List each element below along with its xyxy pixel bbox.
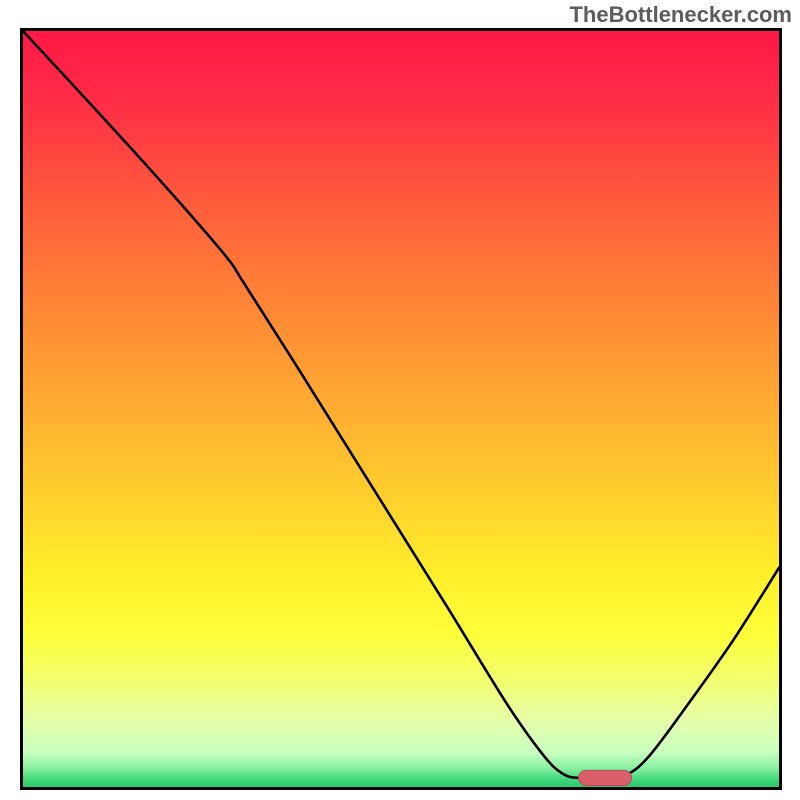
chart-stage: TheBottlenecker.com: [0, 0, 800, 800]
plot-svg: [20, 28, 782, 790]
optimal-marker: [579, 770, 632, 785]
watermark-text: TheBottlenecker.com: [569, 2, 792, 28]
plot-area: [20, 28, 782, 790]
gradient-background: [23, 31, 779, 787]
